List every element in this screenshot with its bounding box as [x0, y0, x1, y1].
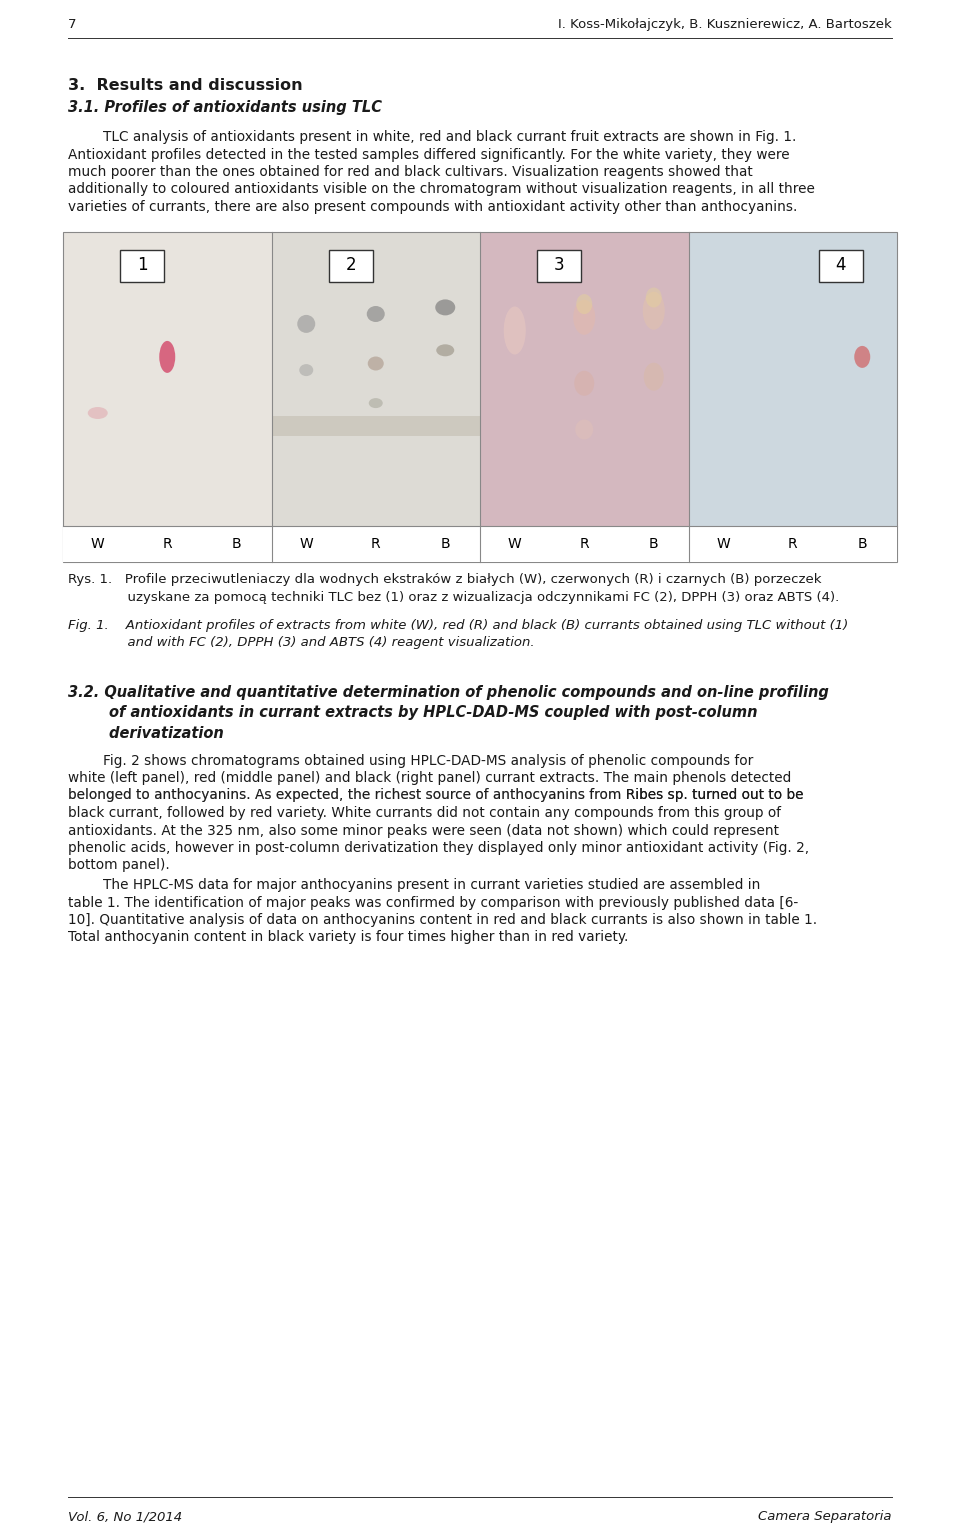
Text: R: R — [788, 536, 798, 550]
Ellipse shape — [298, 315, 315, 333]
Text: table 1. The identification of major peaks was confirmed by comparison with prev: table 1. The identification of major pea… — [68, 895, 799, 909]
Text: R: R — [162, 536, 172, 550]
Text: belonged to anthocyanins. As expected, the richest source of anthocyanins from: belonged to anthocyanins. As expected, t… — [68, 788, 626, 802]
Ellipse shape — [368, 356, 384, 370]
Text: derivatization: derivatization — [68, 726, 224, 741]
Bar — [480, 232, 688, 561]
Text: TLC analysis of antioxidants present in white, red and black currant fruit extra: TLC analysis of antioxidants present in … — [68, 130, 797, 144]
Text: 3.2. Qualitative and quantitative determination of phenolic compounds and on-lin: 3.2. Qualitative and quantitative determ… — [68, 686, 828, 700]
Text: 4: 4 — [835, 257, 846, 275]
Text: of antioxidants in currant extracts by HPLC-DAD-MS coupled with post-column: of antioxidants in currant extracts by H… — [68, 706, 757, 721]
Ellipse shape — [573, 299, 595, 335]
Ellipse shape — [574, 371, 594, 396]
Ellipse shape — [367, 306, 385, 322]
Bar — [538, 249, 581, 281]
Text: B: B — [441, 536, 450, 550]
Text: additionally to coloured antioxidants visible on the chromatogram without visual: additionally to coloured antioxidants vi… — [68, 182, 815, 197]
Text: W: W — [716, 536, 731, 550]
Ellipse shape — [854, 345, 871, 368]
Text: W: W — [508, 536, 521, 550]
Ellipse shape — [504, 307, 526, 354]
Text: Rys. 1.   Profile przeciwutleniaczy dla wodnych ekstraków z białych (W), czerwon: Rys. 1. Profile przeciwutleniaczy dla wo… — [68, 573, 822, 587]
Ellipse shape — [575, 420, 593, 440]
Text: belonged to anthocyanins. As expected, the richest source of anthocyanins from R: belonged to anthocyanins. As expected, t… — [68, 788, 804, 802]
Ellipse shape — [300, 364, 313, 376]
Text: phenolic acids, however in post-column derivatization they displayed only minor : phenolic acids, however in post-column d… — [68, 840, 809, 856]
Ellipse shape — [643, 292, 664, 330]
Text: bottom panel).: bottom panel). — [68, 859, 170, 872]
Text: 3.1. Profiles of antioxidants using TLC: 3.1. Profiles of antioxidants using TLC — [68, 99, 382, 115]
Text: 7: 7 — [68, 18, 77, 31]
Text: uzyskane za pomocą techniki TLC bez (1) oraz z wizualizacja odczynnikami FC (2),: uzyskane za pomocą techniki TLC bez (1) … — [68, 591, 839, 604]
Bar — [328, 249, 372, 281]
Bar — [272, 416, 480, 435]
Text: black currant, followed by red variety. White currants did not contain any compo: black currant, followed by red variety. … — [68, 805, 781, 821]
Text: Vol. 6, No 1/2014: Vol. 6, No 1/2014 — [68, 1510, 182, 1523]
Text: I. Koss-Mikołajczyk, B. Kusznierewicz, A. Bartoszek: I. Koss-Mikołajczyk, B. Kusznierewicz, A… — [559, 18, 892, 31]
Text: B: B — [857, 536, 867, 550]
Text: W: W — [91, 536, 105, 550]
Text: W: W — [300, 536, 313, 550]
Ellipse shape — [646, 287, 661, 307]
Text: antioxidants. At the 325 nm, also some minor peaks were seen (data not shown) wh: antioxidants. At the 325 nm, also some m… — [68, 824, 779, 837]
Text: Camera Separatoria: Camera Separatoria — [758, 1510, 892, 1523]
Bar — [120, 249, 164, 281]
Text: Total anthocyanin content in black variety is four times higher than in red vari: Total anthocyanin content in black varie… — [68, 931, 629, 944]
Text: R: R — [371, 536, 380, 550]
Text: B: B — [649, 536, 659, 550]
Bar — [688, 232, 897, 561]
Text: 2: 2 — [346, 257, 356, 275]
Text: 1: 1 — [137, 257, 148, 275]
Text: The HPLC-MS data for major anthocyanins present in currant varieties studied are: The HPLC-MS data for major anthocyanins … — [68, 879, 760, 892]
Ellipse shape — [436, 344, 454, 356]
Ellipse shape — [644, 362, 663, 391]
Bar — [63, 232, 272, 561]
Text: B: B — [232, 536, 242, 550]
Ellipse shape — [159, 341, 176, 373]
Bar — [63, 526, 897, 561]
Text: Fig. 2 shows chromatograms obtained using HPLC-DAD-MS analysis of phenolic compo: Fig. 2 shows chromatograms obtained usin… — [68, 753, 754, 767]
Ellipse shape — [369, 399, 383, 408]
Ellipse shape — [87, 406, 108, 419]
Text: varieties of currants, there are also present compounds with antioxidant activit: varieties of currants, there are also pr… — [68, 200, 798, 214]
Text: white (left panel), red (middle panel) and black (right panel) currant extracts.: white (left panel), red (middle panel) a… — [68, 772, 791, 785]
Text: and with FC (2), DPPH (3) and ABTS (4) reagent visualization.: and with FC (2), DPPH (3) and ABTS (4) r… — [68, 636, 535, 649]
Text: Antioxidant profiles detected in the tested samples differed significantly. For : Antioxidant profiles detected in the tes… — [68, 148, 790, 162]
Bar — [63, 232, 897, 561]
Text: Fig. 1.    Antioxidant profiles of extracts from white (W), red (R) and black (B: Fig. 1. Antioxidant profiles of extracts… — [68, 619, 849, 631]
Bar — [819, 249, 863, 281]
Text: R: R — [580, 536, 589, 550]
Ellipse shape — [435, 299, 455, 315]
Text: 10]. Quantitative analysis of data on anthocyanins content in red and black curr: 10]. Quantitative analysis of data on an… — [68, 914, 817, 927]
Text: much poorer than the ones obtained for red and black cultivars. Visualization re: much poorer than the ones obtained for r… — [68, 165, 753, 179]
Text: 3.  Results and discussion: 3. Results and discussion — [68, 78, 302, 93]
Ellipse shape — [576, 293, 592, 315]
Text: 3: 3 — [554, 257, 564, 275]
Bar — [272, 232, 480, 561]
Text: belonged to anthocyanins. As expected, the richest source of anthocyanins from R: belonged to anthocyanins. As expected, t… — [68, 788, 804, 802]
